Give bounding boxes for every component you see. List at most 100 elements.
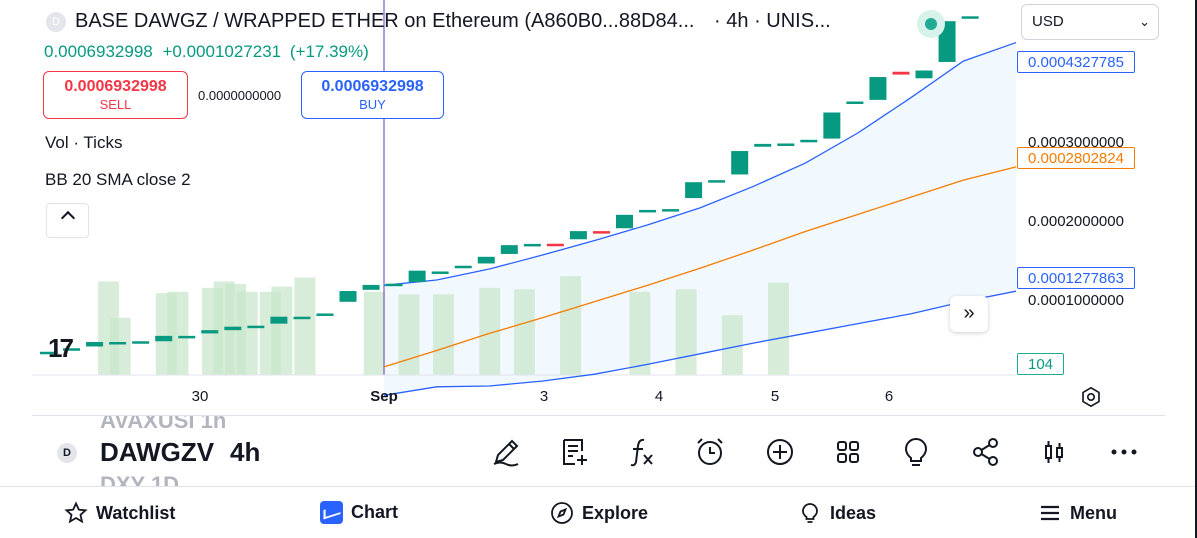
candle [477, 256, 495, 264]
volume-indicator-legend[interactable]: Vol · Ticks [45, 133, 123, 153]
volume-bar [513, 289, 535, 375]
market-status-icon[interactable] [917, 10, 945, 38]
price-scale-label: 0.0001000000 [1028, 292, 1124, 309]
ghost-symbol-prev: AVAXUSI 1h [100, 408, 227, 433]
share-button[interactable] [968, 434, 1004, 470]
notes-button[interactable] [557, 434, 593, 470]
volume-bar [271, 286, 293, 375]
note-add-icon [563, 439, 587, 465]
candle [431, 271, 449, 274]
window-edge [1195, 0, 1197, 538]
candle [685, 182, 703, 199]
nav-chart[interactable]: Chart [320, 501, 398, 524]
tradingview-logo[interactable]: 17 [48, 333, 74, 363]
candle [592, 231, 610, 234]
candle [270, 316, 288, 324]
nav-explore[interactable]: Explore [550, 501, 648, 525]
buy-button[interactable]: 0.0006932998 BUY [301, 71, 444, 119]
volume-bar [768, 282, 789, 375]
collapse-legend-button[interactable] [46, 203, 89, 238]
scroll-to-realtime-button[interactable]: » [950, 296, 988, 332]
divider [32, 415, 1165, 416]
hamburger-icon [1041, 505, 1059, 521]
more-button[interactable] [1106, 434, 1142, 470]
volume-bar [560, 276, 582, 375]
candle [454, 265, 472, 269]
candles-icon [1045, 441, 1063, 463]
candle [961, 16, 979, 19]
candle [639, 209, 657, 213]
indicators-button[interactable] [624, 434, 660, 470]
volume-bar [363, 291, 385, 375]
candle [616, 214, 633, 229]
bottom-nav: Watchlist Chart Explore Ideas Menu [0, 486, 1197, 538]
candle [800, 139, 818, 143]
drawing-tool-button[interactable] [488, 434, 524, 470]
candle [155, 335, 173, 342]
share-icon [973, 438, 998, 466]
chart-area[interactable]: D BASE DAWGZ / WRAPPED ETHER on Ethereum… [0, 0, 1197, 415]
price-change: +0.0001027231 [162, 42, 282, 61]
more-icon [1111, 449, 1137, 455]
layouts-button[interactable] [830, 434, 866, 470]
sell-button[interactable]: 0.0006932998 SELL [43, 71, 188, 119]
add-button[interactable] [762, 434, 798, 470]
volume-bar [433, 294, 455, 375]
nav-ideas[interactable]: Ideas [798, 501, 876, 525]
chart-icon [320, 501, 343, 524]
grid-icon [837, 441, 859, 463]
candle [777, 143, 795, 146]
candle [569, 231, 587, 240]
volume-bar [294, 277, 316, 375]
candle [915, 70, 933, 79]
chart-type-button[interactable] [1036, 434, 1072, 470]
pen-icon [493, 439, 519, 467]
candle [178, 335, 196, 339]
bollinger-basis-line [383, 166, 1017, 368]
candle [708, 180, 726, 183]
sell-label: SELL [99, 97, 132, 112]
nav-menu[interactable]: Menu [1038, 501, 1117, 525]
price-scale-label: 0.0002000000 [1028, 213, 1124, 230]
settings-icon[interactable] [1080, 386, 1102, 408]
volume-bars [98, 276, 789, 375]
candle [846, 101, 864, 104]
candle [293, 316, 311, 320]
candle [109, 341, 127, 345]
pair-name: BASE DAWGZ / WRAPPED ETHER on Ethereum (… [75, 10, 695, 32]
alert-button[interactable] [692, 434, 728, 470]
star-icon [64, 501, 88, 524]
chart-title[interactable]: BASE DAWGZ / WRAPPED ETHER on Ethereum (… [45, 10, 831, 33]
plus-circle-icon [767, 439, 793, 465]
volume-bar [479, 287, 501, 375]
candle [546, 243, 564, 247]
interval-picker[interactable]: 4h [230, 437, 261, 467]
candle [500, 245, 518, 254]
candle [385, 283, 403, 287]
buy-price: 0.0006932998 [321, 78, 424, 95]
candle [408, 270, 426, 283]
currency-select[interactable]: USD ⌄ [1021, 4, 1159, 40]
volume-bar [721, 315, 743, 375]
upper-band-tag: 0.0004327785 [1017, 51, 1135, 73]
bollinger-lower-line [383, 290, 1017, 396]
nav-watchlist[interactable]: Watchlist [64, 501, 175, 525]
candle [132, 341, 150, 344]
candle [362, 284, 380, 290]
lower-band-tag: 0.0001277863 [1017, 267, 1135, 289]
ideas-button[interactable] [898, 434, 934, 470]
volume-tag: 104 [1017, 353, 1065, 375]
symbol-picker[interactable]: DAWGZV [100, 437, 215, 467]
sell-price: 0.0006932998 [64, 78, 167, 95]
bollinger-indicator-legend[interactable]: BB 20 SMA close 2 [45, 170, 191, 190]
candle [892, 71, 910, 75]
last-price: 0.0006932998 [44, 42, 153, 61]
compass-icon [551, 502, 573, 524]
symbol-logo-icon: D [46, 12, 66, 32]
time-axis-label: 3 [539, 388, 549, 405]
nav-explore-label: Explore [582, 502, 649, 523]
price-chart[interactable] [0, 0, 1197, 415]
chevron-up-icon [60, 210, 75, 226]
candle [662, 209, 680, 212]
candle [869, 77, 887, 100]
